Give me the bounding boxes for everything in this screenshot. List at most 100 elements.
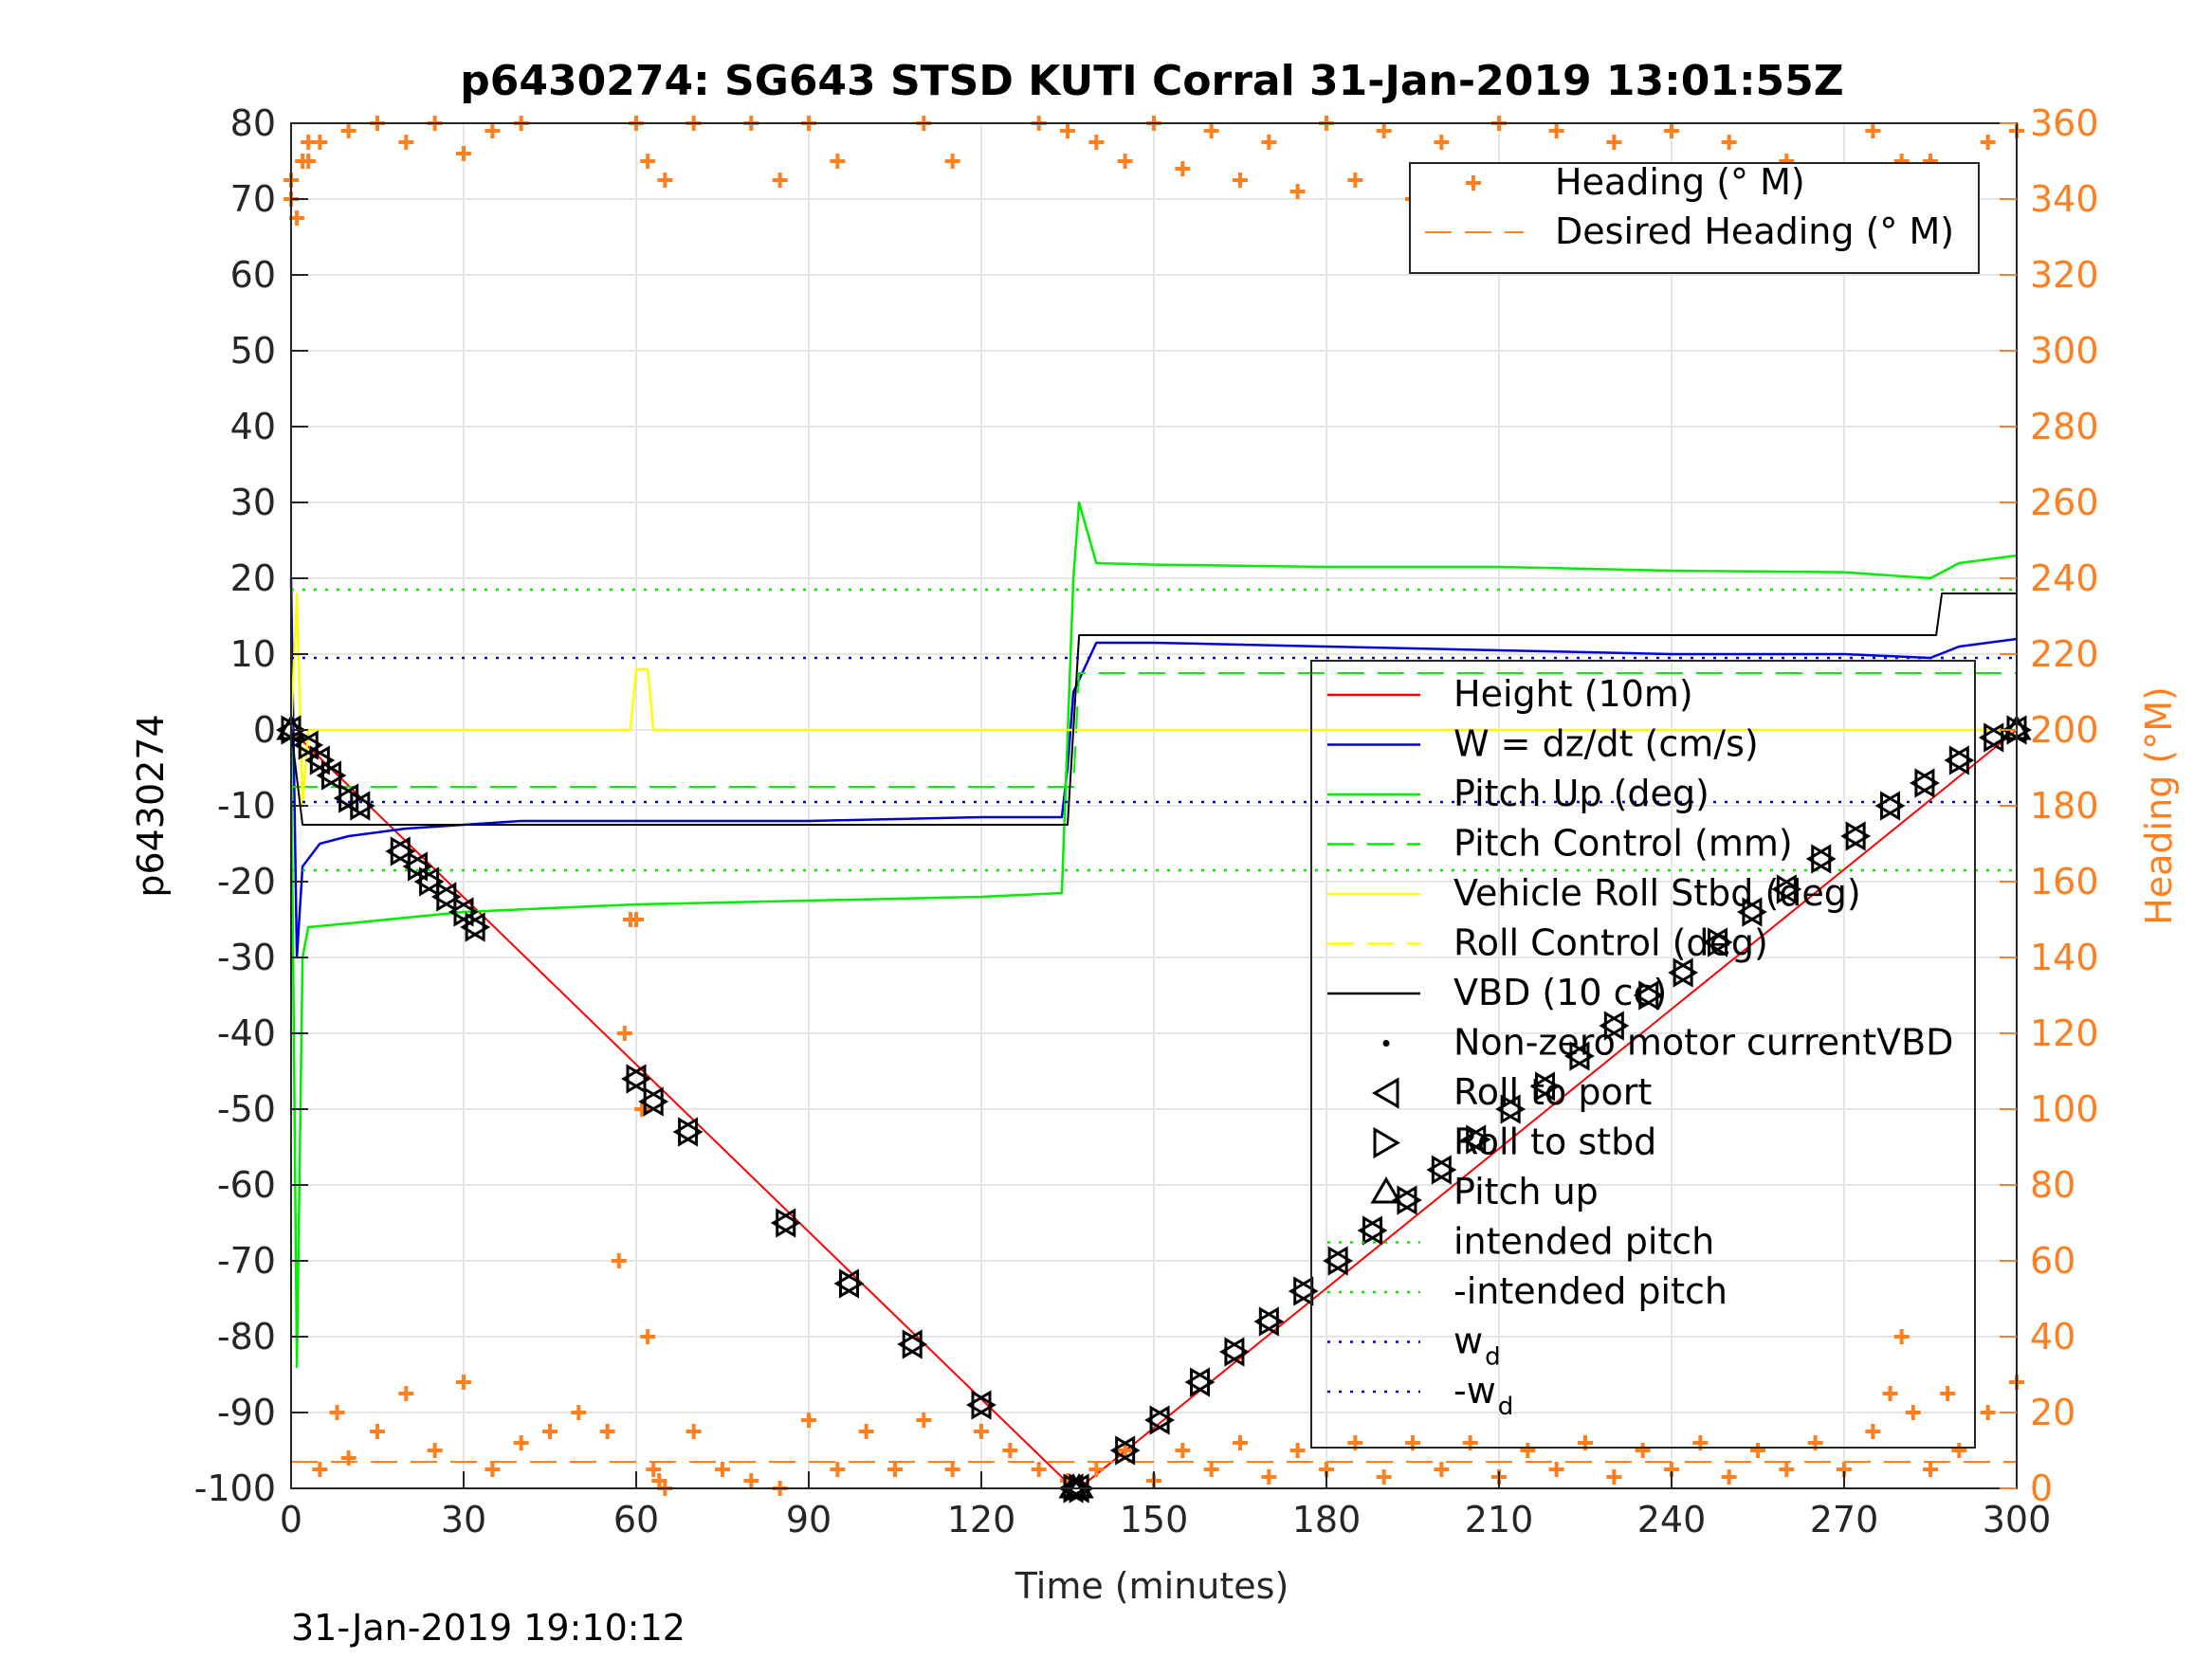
heading-point xyxy=(1893,1329,1910,1344)
series-w-dz-dt-cm-s xyxy=(289,577,2018,959)
y-right-tick-label: 60 xyxy=(2030,1240,2075,1282)
roll-to-stbd-marker xyxy=(419,866,445,897)
heading-point xyxy=(312,1462,328,1477)
heading-point xyxy=(1088,1462,1105,1477)
y-left-tick-label: 80 xyxy=(230,102,276,144)
heading-point xyxy=(1233,1435,1248,1450)
heading-point xyxy=(1261,135,1277,150)
heading-point xyxy=(456,1375,471,1390)
heading-point xyxy=(1376,1469,1392,1485)
legend-main-label: -w xyxy=(1453,1370,1496,1412)
x-tick-label: 120 xyxy=(947,1499,1016,1540)
roll-to-port-marker xyxy=(897,1329,923,1359)
y-left-tick-label: -40 xyxy=(217,1012,276,1054)
roll-to-stbd-marker xyxy=(626,1064,651,1094)
roll-to-port-marker xyxy=(1357,1215,1383,1246)
heading-point xyxy=(887,1462,903,1477)
legend-main-subscript: d xyxy=(1485,1343,1501,1372)
roll-to-port-marker xyxy=(1702,927,1728,957)
heading-point xyxy=(1940,1386,1956,1401)
x-tick-label: 180 xyxy=(1292,1499,1362,1540)
legend-dot-symbol xyxy=(1382,1040,1390,1047)
heading-point xyxy=(1664,123,1679,138)
legend-main-label: -intended pitch xyxy=(1453,1270,1728,1312)
heading-point xyxy=(542,1424,558,1439)
heading-point xyxy=(1721,1469,1737,1485)
x-tick-label: 0 xyxy=(280,1499,302,1540)
y-right-tick-label: 0 xyxy=(2030,1468,2053,1509)
roll-to-port-marker xyxy=(1144,1405,1170,1435)
heading-point xyxy=(801,1413,816,1428)
roll-to-port-marker xyxy=(672,1117,699,1147)
y-right-tick-label: 340 xyxy=(2030,178,2099,220)
y-right-tick-label: 20 xyxy=(2030,1392,2075,1433)
heading-point xyxy=(1289,184,1306,199)
roll-to-port-marker xyxy=(385,836,411,866)
heading-point xyxy=(634,1102,650,1117)
y-right-tick-label: 200 xyxy=(2030,709,2099,751)
y-right-tick-label: 280 xyxy=(2030,406,2099,447)
roll-to-stbd-marker xyxy=(1500,1094,1526,1124)
heading-point xyxy=(1548,123,1564,138)
y-right-tick-label: 240 xyxy=(2030,557,2099,599)
legend-main-label: Non-zero motor currentVBD xyxy=(1453,1022,1953,1064)
heading-point xyxy=(1002,1443,1018,1458)
roll-to-stbd-marker xyxy=(1742,897,1767,927)
heading-point xyxy=(1261,1469,1277,1485)
roll-to-stbd-marker xyxy=(1708,927,1733,957)
heading-point xyxy=(944,154,960,169)
roll-to-port-marker xyxy=(1391,1185,1417,1215)
roll-to-stbd-marker xyxy=(1224,1337,1250,1367)
heading-point xyxy=(1951,1443,1967,1458)
roll-to-stbd-marker xyxy=(320,760,347,791)
legend-main-label: intended pitch xyxy=(1453,1221,1714,1263)
heading-point xyxy=(1175,161,1191,176)
legend-main-label: Pitch Control (mm) xyxy=(1453,823,1793,865)
roll-to-port-marker xyxy=(1184,1367,1211,1397)
heading-point xyxy=(1434,135,1450,150)
roll-to-port-marker xyxy=(1874,791,1901,821)
heading-point xyxy=(1203,1462,1219,1477)
roll-to-stbd-marker xyxy=(1673,957,1699,988)
legend-main: Height (10m) W = dz/dt (cm/s) Pitch Up (de… xyxy=(1310,660,1976,1449)
heading-point xyxy=(1882,1386,1898,1401)
heading-point xyxy=(1233,173,1248,188)
heading-point xyxy=(484,1462,501,1477)
heading-point xyxy=(686,1424,702,1439)
roll-to-stbd-marker xyxy=(1880,791,1906,821)
roll-to-stbd-marker xyxy=(1776,874,1802,904)
roll-to-stbd-marker xyxy=(350,791,375,821)
heading-point xyxy=(1635,1443,1651,1458)
roll-to-port-marker xyxy=(1563,1041,1590,1071)
x-tick-label: 90 xyxy=(786,1499,832,1540)
heading-point xyxy=(513,1435,529,1450)
roll-to-stbd-marker xyxy=(1293,1276,1319,1306)
roll-to-port-marker xyxy=(621,1064,647,1094)
legend-main-label: Roll to port xyxy=(1453,1071,1652,1113)
heading-point xyxy=(640,1329,656,1344)
roll-to-port-marker xyxy=(1426,1155,1452,1185)
roll-to-port-marker xyxy=(1668,957,1693,988)
heading-point xyxy=(1606,1469,1622,1485)
y-left-tick-label: -20 xyxy=(217,861,276,902)
heading-point xyxy=(858,1424,874,1439)
heading-point xyxy=(974,1424,989,1439)
legend-roll-stbd-symbol xyxy=(1373,1126,1400,1159)
heading-point xyxy=(1865,123,1881,138)
legend-main-label: Pitch Up (deg) xyxy=(1453,773,1709,814)
heading-point xyxy=(1117,1443,1133,1458)
y-left-tick-label: 20 xyxy=(230,557,276,599)
roll-to-stbd-marker xyxy=(776,1208,801,1238)
roll-to-stbd-marker xyxy=(1569,1041,1595,1071)
heading-point xyxy=(830,154,846,169)
roll-to-stbd-marker xyxy=(1362,1215,1388,1246)
y-left-tick-label: -90 xyxy=(217,1392,276,1433)
heading-point xyxy=(715,1462,730,1477)
y-left-tick-label: 0 xyxy=(253,709,276,751)
roll-to-stbd-marker xyxy=(1431,1155,1457,1185)
roll-to-port-marker xyxy=(1460,1124,1487,1155)
y-left-tick-label: -100 xyxy=(194,1468,276,1509)
heading-point xyxy=(1376,123,1392,138)
y-right-tick-label: 100 xyxy=(2030,1088,2099,1130)
roll-to-port-marker xyxy=(1599,1011,1624,1041)
